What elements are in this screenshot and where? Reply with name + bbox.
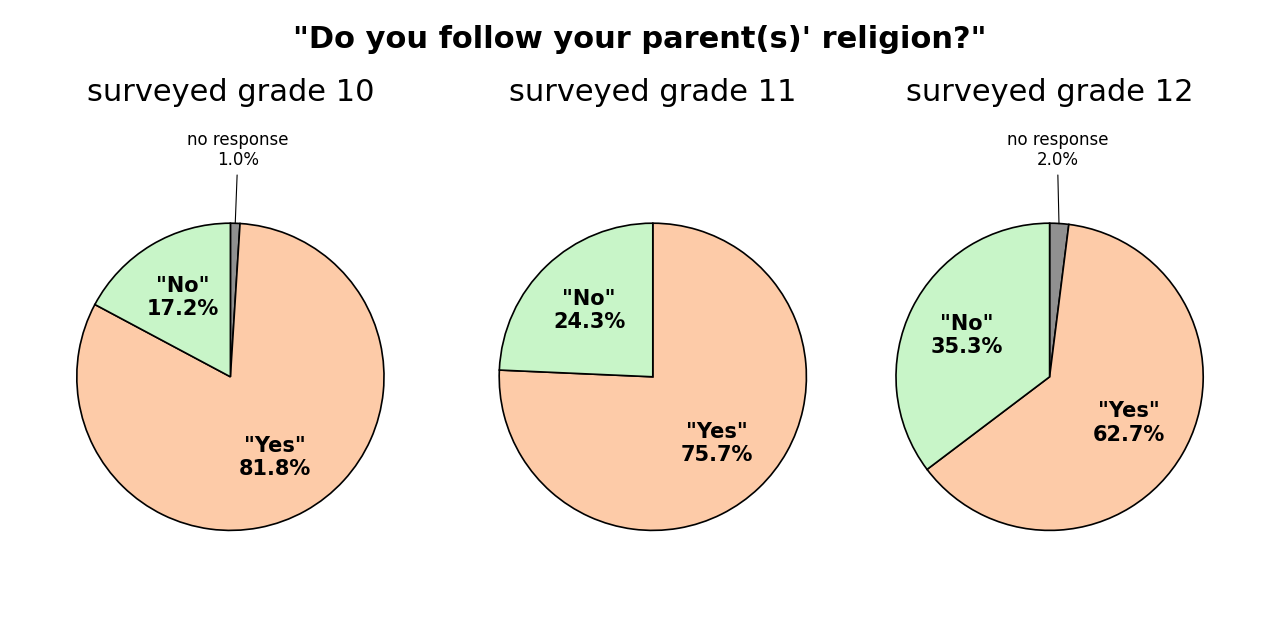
Title: surveyed grade 12: surveyed grade 12 (906, 78, 1193, 107)
Text: "No"
35.3%: "No" 35.3% (931, 314, 1004, 357)
Text: "Yes"
75.7%: "Yes" 75.7% (681, 422, 753, 465)
Text: no response
1.0%: no response 1.0% (187, 131, 289, 224)
Wedge shape (896, 223, 1050, 469)
Text: "Yes"
81.8%: "Yes" 81.8% (239, 436, 311, 479)
Wedge shape (927, 224, 1203, 531)
Title: surveyed grade 10: surveyed grade 10 (87, 78, 374, 107)
Text: no response
2.0%: no response 2.0% (1006, 131, 1108, 224)
Title: surveyed grade 11: surveyed grade 11 (509, 78, 796, 107)
Text: "Do you follow your parent(s)' religion?": "Do you follow your parent(s)' religion?… (293, 25, 987, 54)
Wedge shape (1050, 223, 1069, 377)
Wedge shape (77, 224, 384, 531)
Text: "No"
17.2%: "No" 17.2% (147, 276, 219, 320)
Wedge shape (499, 223, 653, 377)
Wedge shape (230, 223, 241, 377)
Text: "No"
24.3%: "No" 24.3% (553, 289, 625, 332)
Wedge shape (95, 223, 230, 377)
Wedge shape (499, 223, 806, 531)
Text: "Yes"
62.7%: "Yes" 62.7% (1093, 401, 1166, 445)
